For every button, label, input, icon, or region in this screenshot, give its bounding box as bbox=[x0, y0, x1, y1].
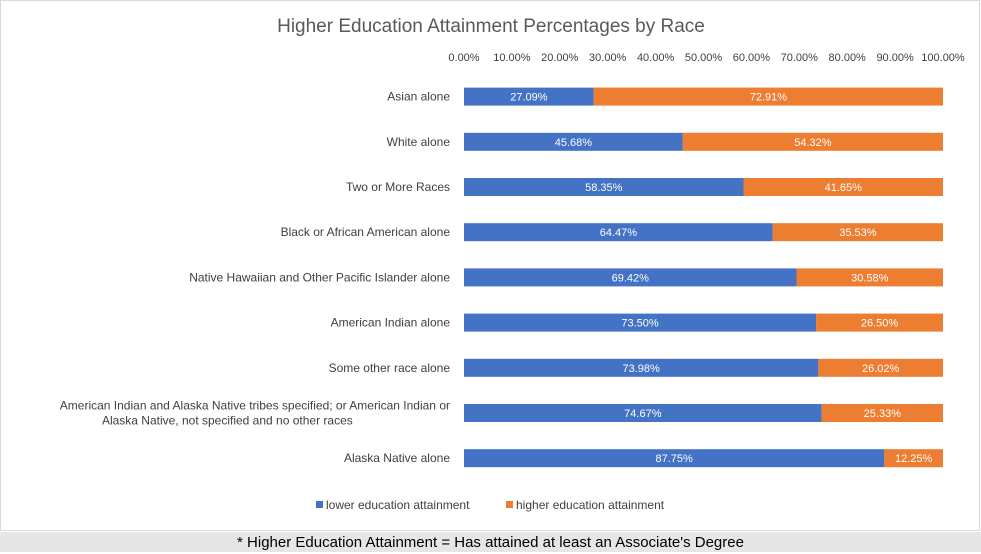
x-tick-label: 70.00% bbox=[781, 52, 819, 64]
category-label: Two or More Races bbox=[346, 180, 450, 194]
bar-lower bbox=[464, 178, 744, 196]
category-label: Asian alone bbox=[387, 90, 450, 104]
bar-lower bbox=[464, 132, 683, 151]
data-label: 30.58% bbox=[851, 272, 889, 284]
data-label: 12.25% bbox=[895, 453, 933, 465]
data-label: 45.68% bbox=[555, 137, 593, 149]
legend-swatch bbox=[506, 501, 513, 508]
bar-higher bbox=[772, 223, 943, 242]
bar-lower bbox=[464, 313, 817, 332]
bar-lower bbox=[464, 87, 594, 106]
x-tick-label: 10.00% bbox=[493, 52, 531, 64]
x-tick-label: 90.00% bbox=[876, 52, 914, 64]
x-tick-label: 0.00% bbox=[448, 52, 479, 64]
legend-label: lower education attainment bbox=[326, 498, 470, 512]
stacked-bar-chart: Higher Education Attainment Percentages … bbox=[60, 16, 965, 512]
legend-label: higher education attainment bbox=[516, 498, 665, 512]
data-label: 25.33% bbox=[864, 408, 902, 420]
footnote: * Higher Education Attainment = Has atta… bbox=[0, 532, 981, 552]
data-label: 74.67% bbox=[624, 408, 662, 420]
x-tick-label: 50.00% bbox=[685, 52, 723, 64]
x-tick-label: 100.00% bbox=[921, 52, 965, 64]
x-tick-label: 60.00% bbox=[733, 52, 771, 64]
data-label: 73.98% bbox=[623, 363, 661, 375]
bar-lower bbox=[464, 449, 885, 468]
category-label: American Indian and Alaska Native tribes… bbox=[60, 399, 450, 428]
bar-higher bbox=[743, 178, 943, 196]
bar-lower bbox=[464, 404, 822, 422]
bar-higher bbox=[593, 87, 943, 106]
bar-lower bbox=[464, 223, 773, 242]
data-label: 73.50% bbox=[621, 318, 659, 330]
bar-higher bbox=[682, 132, 943, 151]
data-label: 54.32% bbox=[794, 137, 832, 149]
bar-higher bbox=[818, 358, 943, 377]
data-label: 26.02% bbox=[862, 363, 900, 375]
x-tick-label: 30.00% bbox=[589, 52, 627, 64]
category-label: White alone bbox=[387, 135, 451, 149]
bar-lower bbox=[464, 358, 819, 377]
bar-higher bbox=[796, 268, 943, 287]
chart-title: Higher Education Attainment Percentages … bbox=[277, 16, 705, 37]
x-tick-label: 20.00% bbox=[541, 52, 579, 64]
x-tick-label: 40.00% bbox=[637, 52, 675, 64]
legend-swatch bbox=[316, 501, 323, 508]
category-label: Native Hawaiian and Other Pacific Island… bbox=[189, 270, 450, 284]
data-label: 87.75% bbox=[656, 453, 694, 465]
category-label: American Indian alone bbox=[331, 316, 451, 330]
bar-lower bbox=[464, 268, 797, 287]
category-label: Some other race alone bbox=[329, 361, 451, 375]
x-tick-label: 80.00% bbox=[829, 52, 867, 64]
data-label: 26.50% bbox=[861, 318, 899, 330]
data-label: 69.42% bbox=[612, 272, 650, 284]
data-label: 64.47% bbox=[600, 227, 638, 239]
data-label: 72.91% bbox=[750, 92, 788, 104]
category-label: Black or African American alone bbox=[281, 225, 451, 239]
data-label: 35.53% bbox=[839, 227, 877, 239]
data-label: 27.09% bbox=[510, 92, 548, 104]
category-label: Alaska Native alone bbox=[344, 451, 450, 465]
data-label: 58.35% bbox=[585, 182, 623, 194]
bar-higher bbox=[884, 449, 943, 468]
data-label: 41.65% bbox=[825, 182, 863, 194]
bar-higher bbox=[821, 404, 943, 422]
bar-higher bbox=[816, 313, 943, 332]
